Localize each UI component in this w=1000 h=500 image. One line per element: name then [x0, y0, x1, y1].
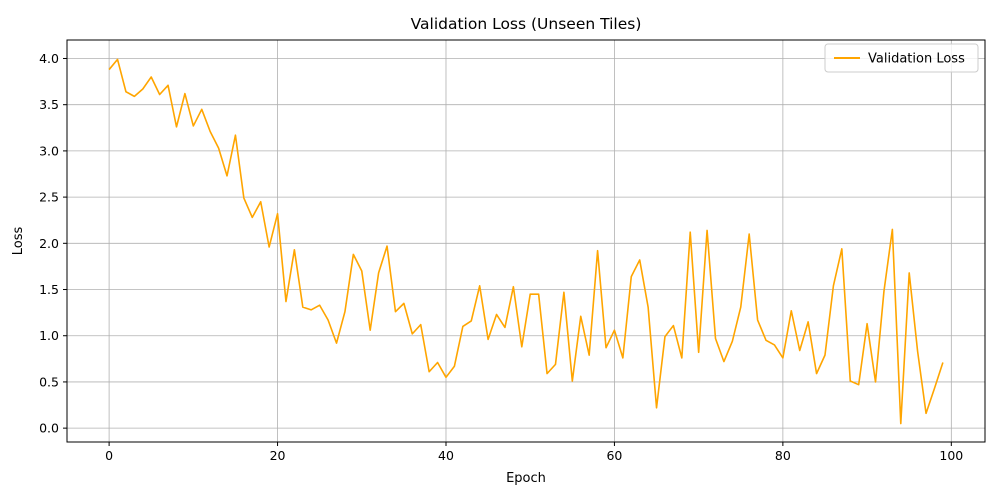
y-tick-label: 1.5 — [39, 282, 59, 297]
y-tick-label: 3.0 — [39, 143, 59, 158]
y-tick-label: 4.0 — [39, 51, 59, 66]
x-tick-label: 80 — [775, 448, 791, 463]
y-axis-ticks: 0.0 0.5 1.0 1.5 2.0 2.5 3.0 3.5 4.0 — [39, 51, 67, 436]
y-tick-label: 2.5 — [39, 190, 59, 205]
x-tick-label: 40 — [438, 448, 454, 463]
x-tick-label: 20 — [270, 448, 286, 463]
y-tick-label: 3.5 — [39, 97, 59, 112]
y-tick-label: 0.5 — [39, 374, 59, 389]
x-axis-label: Epoch — [506, 471, 546, 486]
series-layer — [108, 58, 944, 425]
y-tick-label: 1.0 — [39, 328, 59, 343]
legend-box — [824, 43, 979, 73]
y-tick-label: 2.0 — [39, 236, 59, 251]
x-tick-label: 0 — [105, 448, 113, 463]
y-axis-label: Loss — [11, 227, 26, 256]
y-tick-label: 0.0 — [39, 421, 59, 436]
x-axis-ticks: 0 20 40 60 80 100 — [105, 442, 963, 463]
plot-frame — [66, 39, 986, 443]
legend: Validation Loss — [824, 43, 979, 73]
x-tick-label: 100 — [939, 448, 963, 463]
chart-title: Validation Loss (Unseen Tiles) — [411, 15, 642, 33]
grid-lines — [67, 40, 985, 442]
x-tick-label: 60 — [606, 448, 622, 463]
legend-entry-validation-loss: Validation Loss — [868, 52, 965, 67]
series-line-validation-loss — [108, 58, 944, 425]
